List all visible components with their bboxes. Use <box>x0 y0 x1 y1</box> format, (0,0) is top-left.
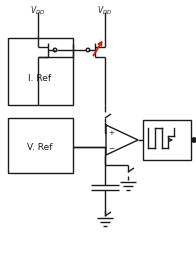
Text: $V_{DD}$: $V_{DD}$ <box>30 4 46 17</box>
Text: +: + <box>108 130 114 136</box>
Bar <box>8 38 73 105</box>
Text: $V_{DD}$: $V_{DD}$ <box>97 4 113 17</box>
Text: $-$: $-$ <box>108 144 115 150</box>
Bar <box>143 120 191 160</box>
Text: V. Ref: V. Ref <box>27 142 53 152</box>
Circle shape <box>192 138 196 142</box>
Bar <box>8 118 73 173</box>
Text: I. Ref: I. Ref <box>28 74 52 83</box>
